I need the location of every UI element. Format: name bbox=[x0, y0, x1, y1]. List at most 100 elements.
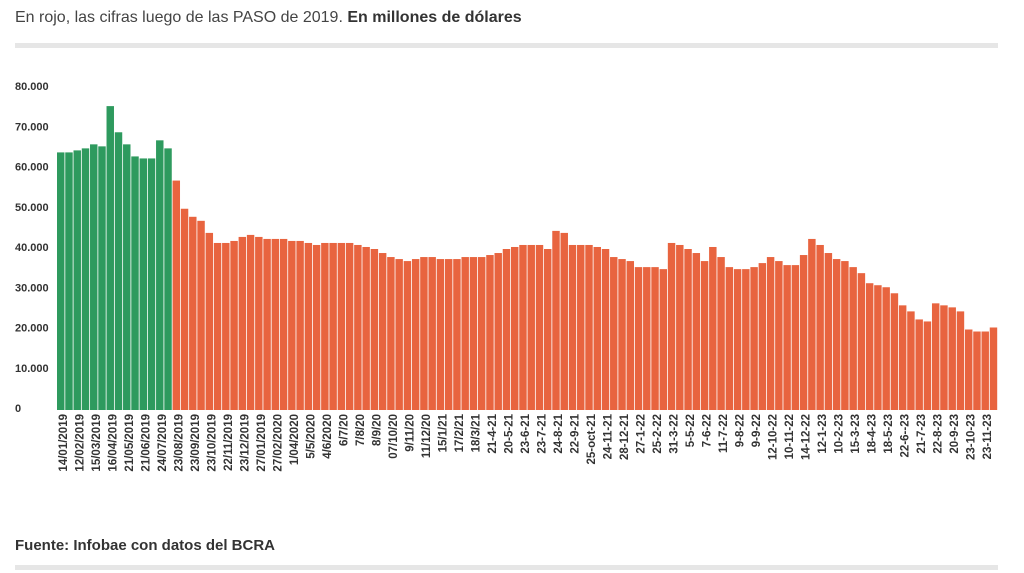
bar-after-paso bbox=[725, 267, 734, 410]
bar-after-paso bbox=[378, 253, 387, 410]
bar-after-paso bbox=[469, 257, 478, 410]
bar-after-paso bbox=[279, 238, 288, 410]
x-tick-label: 22-6--23 bbox=[900, 414, 912, 457]
bar-after-paso bbox=[618, 259, 626, 410]
bar-after-paso bbox=[841, 261, 849, 410]
bar-after-paso bbox=[222, 242, 230, 410]
bar-after-paso bbox=[502, 249, 511, 410]
bar-after-paso bbox=[519, 244, 527, 410]
x-tick-label: 10-11-22 bbox=[784, 414, 796, 459]
x-tick-label: 23-7-21 bbox=[537, 413, 549, 453]
bar-after-paso bbox=[436, 259, 445, 410]
bar-after-paso bbox=[643, 267, 651, 410]
x-tick-label: 23-6-21 bbox=[520, 413, 532, 453]
bar-after-paso bbox=[354, 244, 362, 410]
x-tick-label: 25-2-22 bbox=[652, 414, 664, 454]
y-tick-label: 80.000 bbox=[15, 81, 49, 93]
y-tick-label: 30.000 bbox=[15, 282, 49, 294]
x-tick-label: 12/02/2019 bbox=[75, 414, 87, 472]
bar-after-paso bbox=[824, 253, 833, 410]
bar-after-paso bbox=[321, 242, 329, 410]
x-tick-label: 23/09/2019 bbox=[190, 414, 202, 472]
bar-after-paso bbox=[494, 253, 502, 410]
bar-after-paso bbox=[296, 240, 304, 410]
y-tick-label: 0 bbox=[15, 403, 21, 415]
x-tick-label: 5/5/2020 bbox=[306, 414, 318, 459]
bar-after-paso bbox=[915, 319, 923, 410]
bar-after-paso bbox=[890, 293, 899, 410]
x-tick-label: 18-4-23 bbox=[867, 414, 879, 454]
chart-subtitle: En rojo, las cifras luego de las PASO de… bbox=[15, 9, 522, 27]
x-tick-label: 07/10/20 bbox=[388, 414, 400, 459]
bar-after-paso bbox=[593, 246, 601, 410]
x-tick-label: 23/10/2019 bbox=[207, 414, 219, 472]
bar-after-paso bbox=[197, 220, 205, 410]
bar-after-paso bbox=[428, 257, 436, 410]
bar-after-paso bbox=[444, 259, 453, 410]
x-tick-label: 10-2-23 bbox=[834, 414, 846, 454]
bar-after-paso bbox=[337, 242, 346, 410]
bar-after-paso bbox=[230, 240, 238, 410]
y-tick-label: 10.000 bbox=[15, 363, 49, 375]
bar-before-paso bbox=[65, 152, 73, 410]
bar-after-paso bbox=[213, 242, 222, 410]
bar-after-paso bbox=[535, 244, 544, 410]
bar-after-paso bbox=[189, 216, 197, 410]
bar-after-paso bbox=[973, 331, 981, 410]
bar-before-paso bbox=[123, 144, 131, 410]
bar-after-paso bbox=[345, 242, 354, 410]
bar-after-paso bbox=[626, 261, 635, 410]
bar-after-paso bbox=[577, 244, 585, 410]
x-tick-label: 4/6/2020 bbox=[322, 414, 334, 459]
y-axis: 0 10.000 20.000 30.000 40.000 50.000 60.000 70.… bbox=[15, 81, 49, 415]
x-tick-label: 14-12-22 bbox=[801, 414, 813, 460]
subtitle-text: En rojo, las cifras luego de las PASO de… bbox=[15, 9, 348, 26]
bar-after-paso bbox=[172, 180, 181, 410]
x-tick-label: 23-11-23 bbox=[982, 414, 994, 459]
bars-group bbox=[57, 106, 998, 411]
bar-after-paso bbox=[585, 244, 593, 410]
subtitle-units: En millones de dólares bbox=[347, 9, 522, 26]
bar-after-paso bbox=[610, 257, 618, 410]
y-tick-label: 20.000 bbox=[15, 323, 49, 335]
bar-before-paso bbox=[147, 158, 156, 410]
x-tick-label: 5-5-22 bbox=[685, 414, 697, 447]
bar-after-paso bbox=[238, 236, 247, 410]
x-tick-label: 6/7/20 bbox=[339, 414, 351, 446]
x-tick-label: 21/06/2019 bbox=[141, 414, 153, 472]
bar-after-paso bbox=[560, 232, 568, 410]
bar-after-paso bbox=[246, 234, 255, 410]
bar-after-paso bbox=[709, 246, 717, 410]
bar-after-paso bbox=[304, 242, 313, 410]
bar-after-paso bbox=[510, 246, 519, 410]
bar-after-paso bbox=[865, 283, 874, 410]
bar-after-paso bbox=[667, 242, 676, 410]
x-tick-label: 16/04/2019 bbox=[108, 414, 120, 472]
bar-after-paso bbox=[684, 249, 692, 410]
bar-after-paso bbox=[370, 249, 379, 410]
bar-before-paso bbox=[57, 152, 65, 410]
bar-after-paso bbox=[808, 238, 816, 410]
x-tick-label: 21/05/2019 bbox=[124, 414, 136, 472]
x-tick-label: 24-8-21 bbox=[553, 413, 565, 453]
bar-after-paso bbox=[874, 285, 882, 410]
x-tick-label: 23/08/2019 bbox=[174, 414, 186, 472]
x-tick-label: 21-7-23 bbox=[916, 414, 928, 454]
x-tick-label: 7-6-22 bbox=[702, 414, 714, 447]
x-tick-label: 25-oct-21 bbox=[586, 413, 598, 464]
bar-before-paso bbox=[81, 148, 90, 410]
bar-after-paso bbox=[717, 257, 725, 410]
bar-after-paso bbox=[544, 249, 552, 410]
x-tick-label: 22-9-21 bbox=[570, 413, 582, 453]
x-tick-label: 28-12-21 bbox=[619, 413, 631, 460]
bar-after-paso bbox=[461, 257, 469, 410]
bottom-divider bbox=[15, 565, 998, 570]
bar-after-paso bbox=[362, 246, 370, 410]
bar-after-paso bbox=[403, 261, 412, 410]
bar-after-paso bbox=[849, 267, 857, 410]
y-tick-label: 70.000 bbox=[15, 121, 49, 133]
bar-before-paso bbox=[106, 106, 114, 411]
x-tick-label: 22/11/2019 bbox=[223, 414, 235, 471]
bar-chart: 0 10.000 20.000 30.000 40.000 50.000 60.000 70.… bbox=[15, 81, 998, 472]
x-tick-label: 22-8-23 bbox=[933, 414, 945, 454]
